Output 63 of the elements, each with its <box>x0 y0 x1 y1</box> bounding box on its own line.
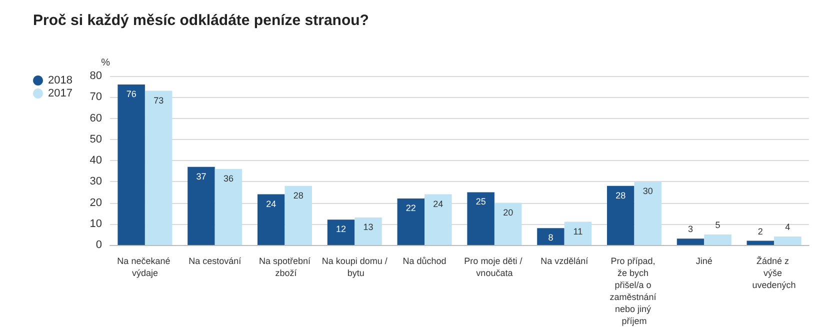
data-label: 37 <box>196 171 206 182</box>
y-tick-label: 50 <box>90 133 102 146</box>
bar <box>564 222 592 245</box>
bar <box>467 192 494 245</box>
data-label: 3 <box>688 224 694 234</box>
data-label: 36 <box>223 173 234 184</box>
data-label: 20 <box>503 207 514 218</box>
data-label: 30 <box>642 186 653 196</box>
y-tick-label: 30 <box>90 176 102 188</box>
bar <box>214 168 242 245</box>
x-tick-label: Jiné <box>696 256 712 266</box>
bar <box>257 194 285 245</box>
data-label: 4 <box>785 222 790 232</box>
bar <box>634 182 662 245</box>
data-label: 22 <box>406 203 416 214</box>
legend-label: 2018 <box>48 74 72 86</box>
bar <box>424 194 452 245</box>
data-label: 25 <box>476 196 486 207</box>
y-axis-title: % <box>101 58 110 68</box>
data-label: 28 <box>293 190 304 200</box>
bar <box>606 186 634 245</box>
y-tick-label: 40 <box>90 154 102 166</box>
data-label: 13 <box>363 222 374 232</box>
bar <box>676 238 704 245</box>
y-tick-label: 10 <box>90 218 102 230</box>
x-tick-label: Pro případ, že bych přišel/a o zaměstnání nebo jiný příjem <box>610 256 659 326</box>
data-label: 28 <box>616 190 626 200</box>
bar <box>188 166 215 245</box>
x-tick-label: Pro moje děti / vnoučata <box>464 256 525 278</box>
x-tick-label: Na koupi domu / bytu <box>322 256 388 278</box>
y-tick-label: 80 <box>90 70 102 82</box>
x-tick-label: Na důchod <box>402 256 446 266</box>
x-tick-label: Na nečekané výdaje <box>117 256 173 278</box>
bar <box>284 186 312 245</box>
chart-title: Proč si každý měsíc odkládáte peníze stranou? <box>33 12 369 29</box>
y-tick-label: 70 <box>90 91 102 104</box>
y-tick-label: 0 <box>96 239 102 251</box>
x-tick-label: Na cestování <box>188 256 242 266</box>
bar <box>397 198 425 245</box>
y-tick-label: 20 <box>90 196 102 209</box>
bar <box>327 220 355 245</box>
bar <box>118 84 145 245</box>
legend-label: 2017 <box>48 88 72 100</box>
bar <box>537 228 564 245</box>
y-tick-label: 60 <box>90 112 102 124</box>
x-tick-label: Na spotřební zboží <box>258 256 312 278</box>
bar <box>354 218 382 245</box>
x-tick-label: Žádné z výše uvedených <box>752 256 796 290</box>
bar <box>704 234 732 245</box>
data-label: 73 <box>154 95 164 106</box>
bar <box>144 90 172 245</box>
data-label: 11 <box>573 226 583 236</box>
data-label: 5 <box>715 220 720 230</box>
data-label: 24 <box>266 198 276 209</box>
data-label: 2 <box>758 226 763 236</box>
bar <box>494 202 522 245</box>
data-label: 8 <box>548 232 554 243</box>
data-label: 24 <box>433 198 444 209</box>
data-label: 76 <box>126 88 136 99</box>
x-tick-label: Na vzdělání <box>540 256 589 266</box>
data-label: 12 <box>336 224 346 234</box>
bar <box>746 240 774 245</box>
bar <box>774 236 802 245</box>
